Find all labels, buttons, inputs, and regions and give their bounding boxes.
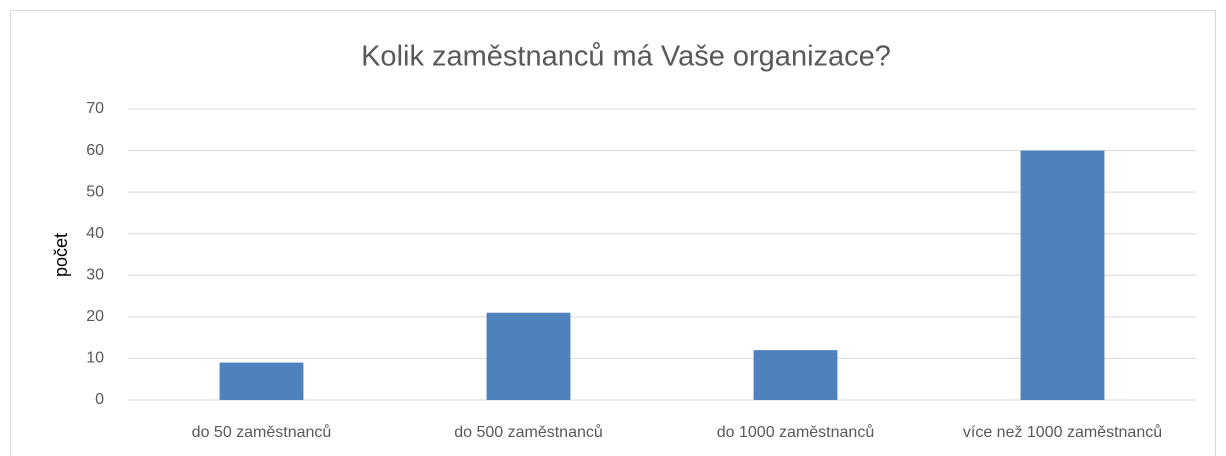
y-tick-label: 30	[86, 267, 104, 284]
y-tick-label: 10	[86, 350, 104, 367]
y-tick-label: 50	[86, 183, 104, 200]
bar	[753, 350, 838, 400]
y-tick-label: 70	[86, 100, 104, 117]
bar	[486, 312, 571, 400]
x-tick-label: do 500 zaměstnanců	[454, 423, 603, 441]
chart-title: Kolik zaměstnanců má Vaše organizace?	[361, 41, 891, 73]
y-tick-label: 0	[95, 391, 104, 408]
y-tick-label: 20	[86, 308, 104, 325]
x-tick-label: více než 1000 zaměstnanců	[963, 423, 1162, 441]
y-axis-label: počet	[51, 233, 71, 277]
bar	[1020, 150, 1105, 400]
bar	[219, 362, 304, 400]
x-tick-label: do 1000 zaměstnanců	[717, 423, 874, 441]
y-tick-label: 60	[86, 142, 104, 159]
y-tick-label: 40	[86, 225, 104, 242]
x-tick-label: do 50 zaměstnanců	[192, 423, 332, 441]
